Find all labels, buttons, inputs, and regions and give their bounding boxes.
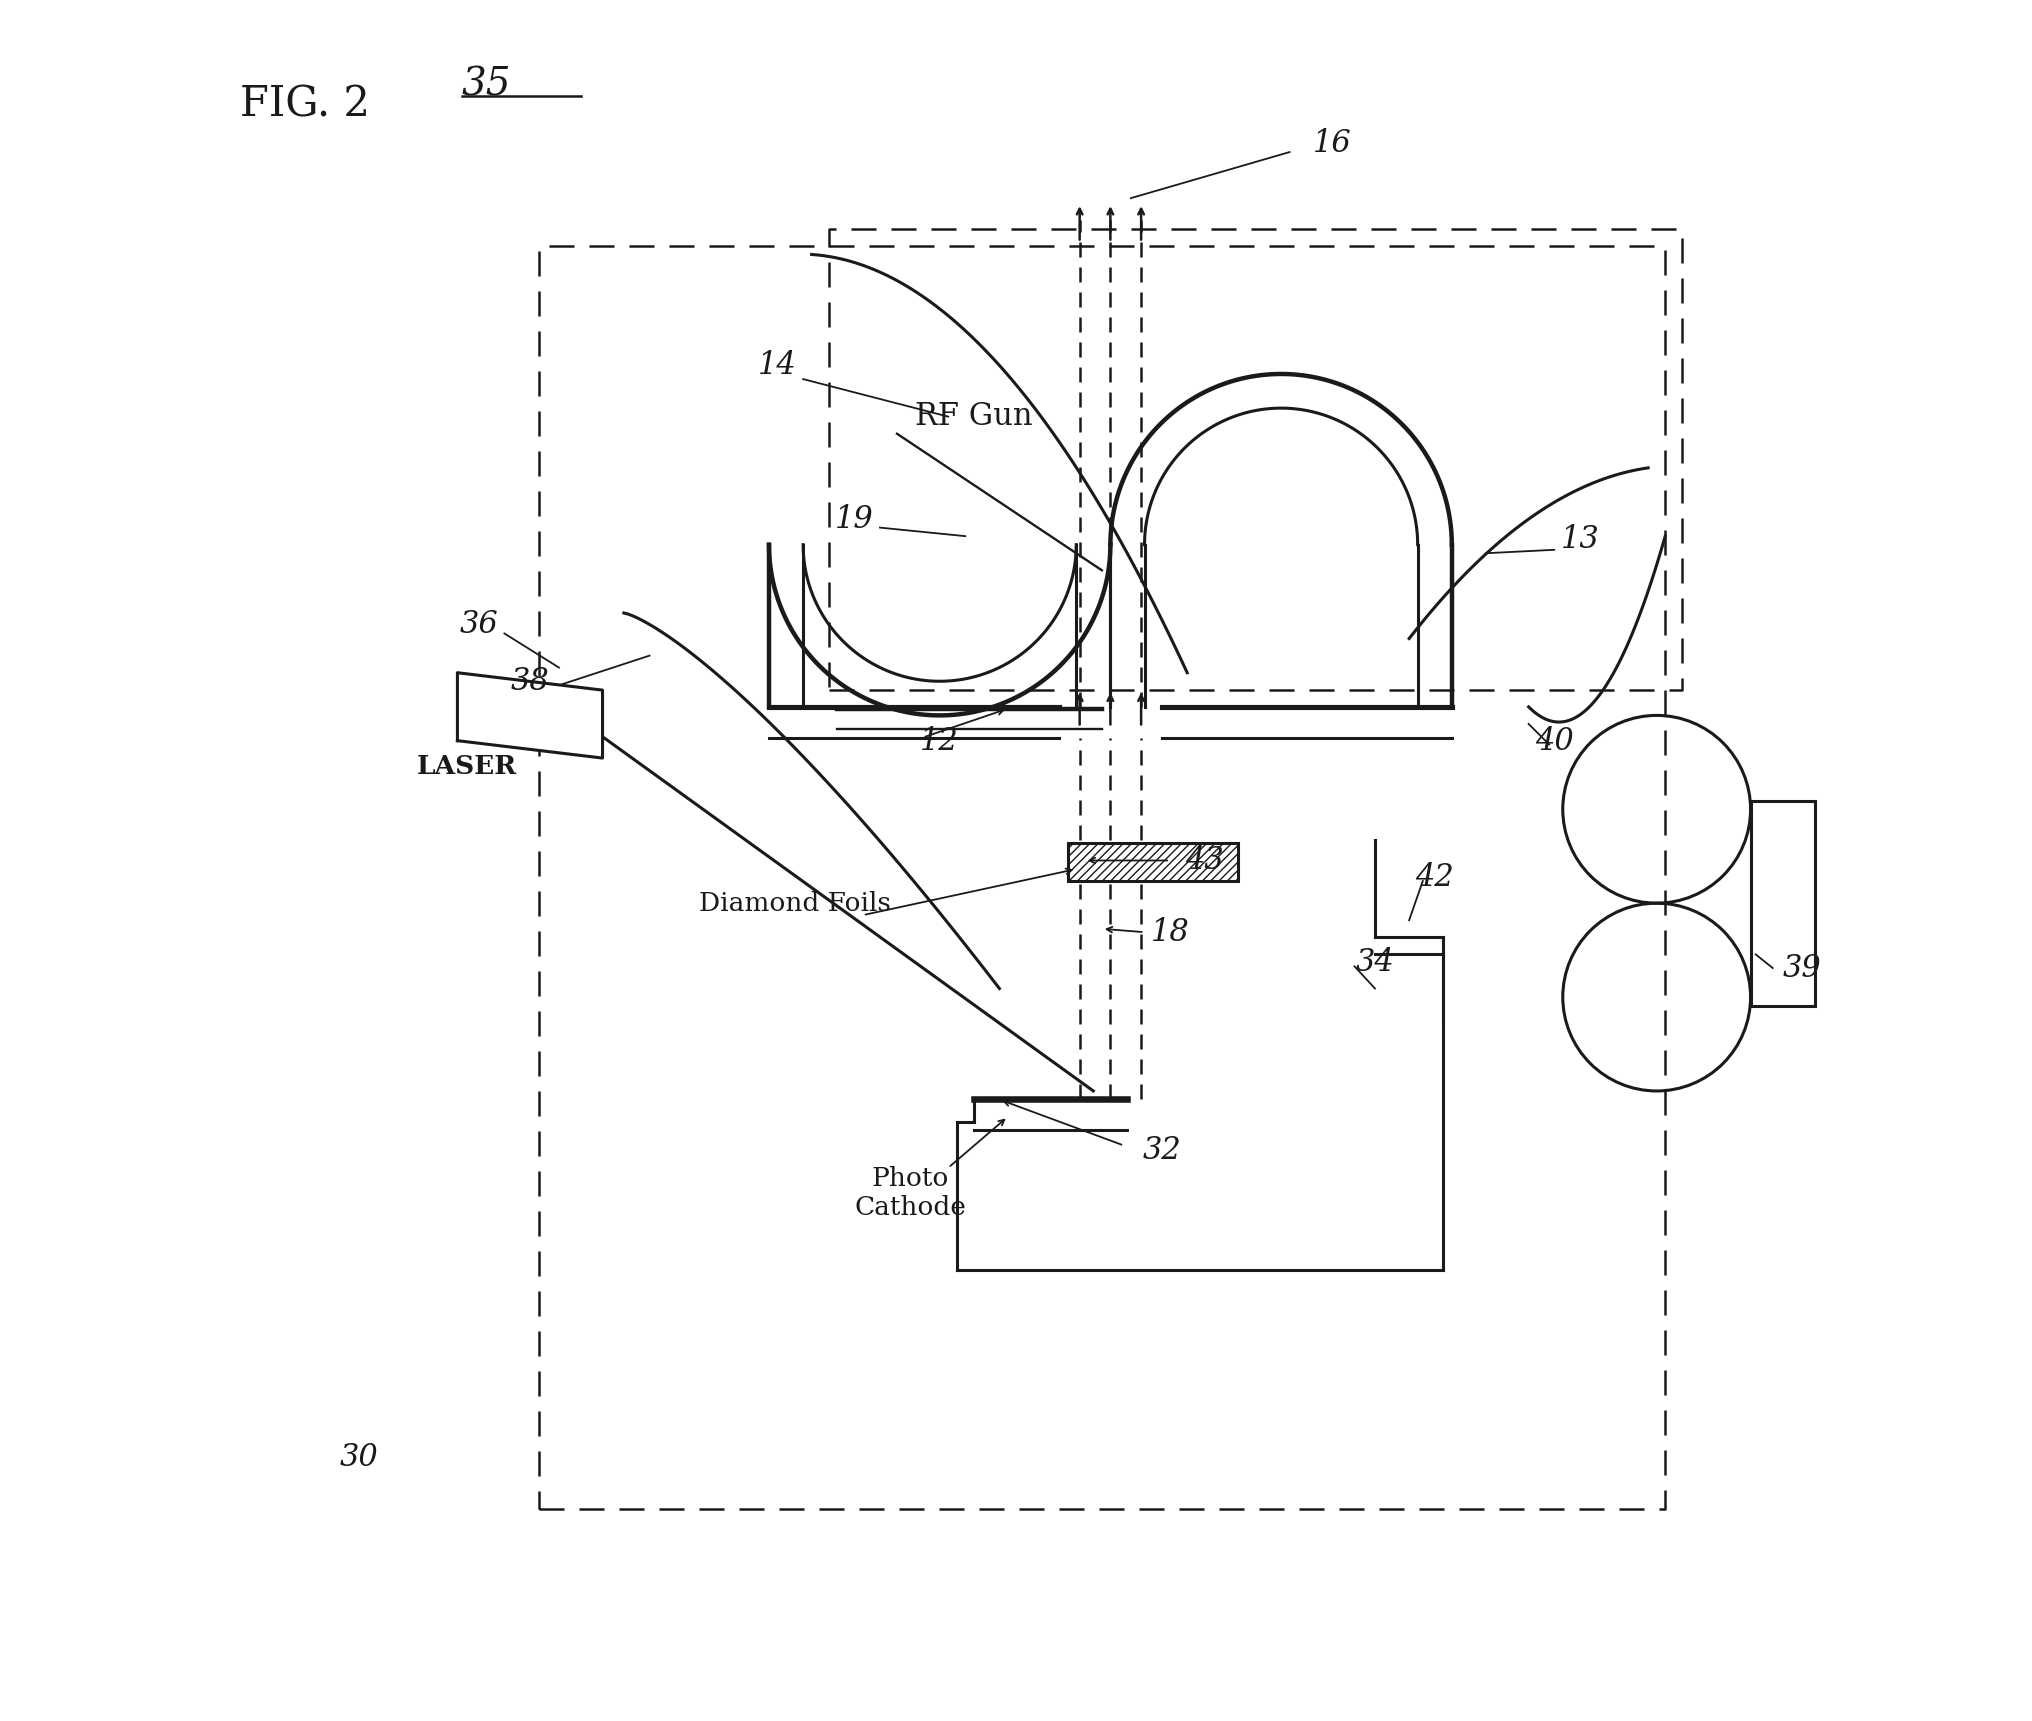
Text: 38: 38 xyxy=(510,666,549,697)
Text: 32: 32 xyxy=(1142,1136,1181,1167)
Text: 19: 19 xyxy=(835,504,874,535)
Text: 14: 14 xyxy=(758,349,797,380)
Polygon shape xyxy=(457,673,601,757)
Text: 43: 43 xyxy=(1185,845,1223,876)
Text: Photo
Cathode: Photo Cathode xyxy=(853,1167,965,1220)
Text: 34: 34 xyxy=(1355,948,1394,979)
Text: Diamond Foils: Diamond Foils xyxy=(699,891,890,916)
Text: 30: 30 xyxy=(339,1442,378,1473)
Bar xyxy=(1750,800,1815,1005)
Text: 16: 16 xyxy=(1313,127,1351,158)
Text: 42: 42 xyxy=(1414,862,1453,893)
Text: 40: 40 xyxy=(1534,726,1573,757)
Bar xyxy=(1067,843,1237,881)
Text: 39: 39 xyxy=(1782,952,1821,983)
Text: 36: 36 xyxy=(459,609,498,640)
Text: 12: 12 xyxy=(920,726,959,757)
Text: 18: 18 xyxy=(1150,917,1189,948)
Text: 13: 13 xyxy=(1561,525,1599,556)
Text: 35: 35 xyxy=(461,67,510,103)
Text: LASER: LASER xyxy=(417,754,516,780)
Text: RF Gun: RF Gun xyxy=(914,401,1032,432)
Text: FIG. 2: FIG. 2 xyxy=(240,84,370,126)
